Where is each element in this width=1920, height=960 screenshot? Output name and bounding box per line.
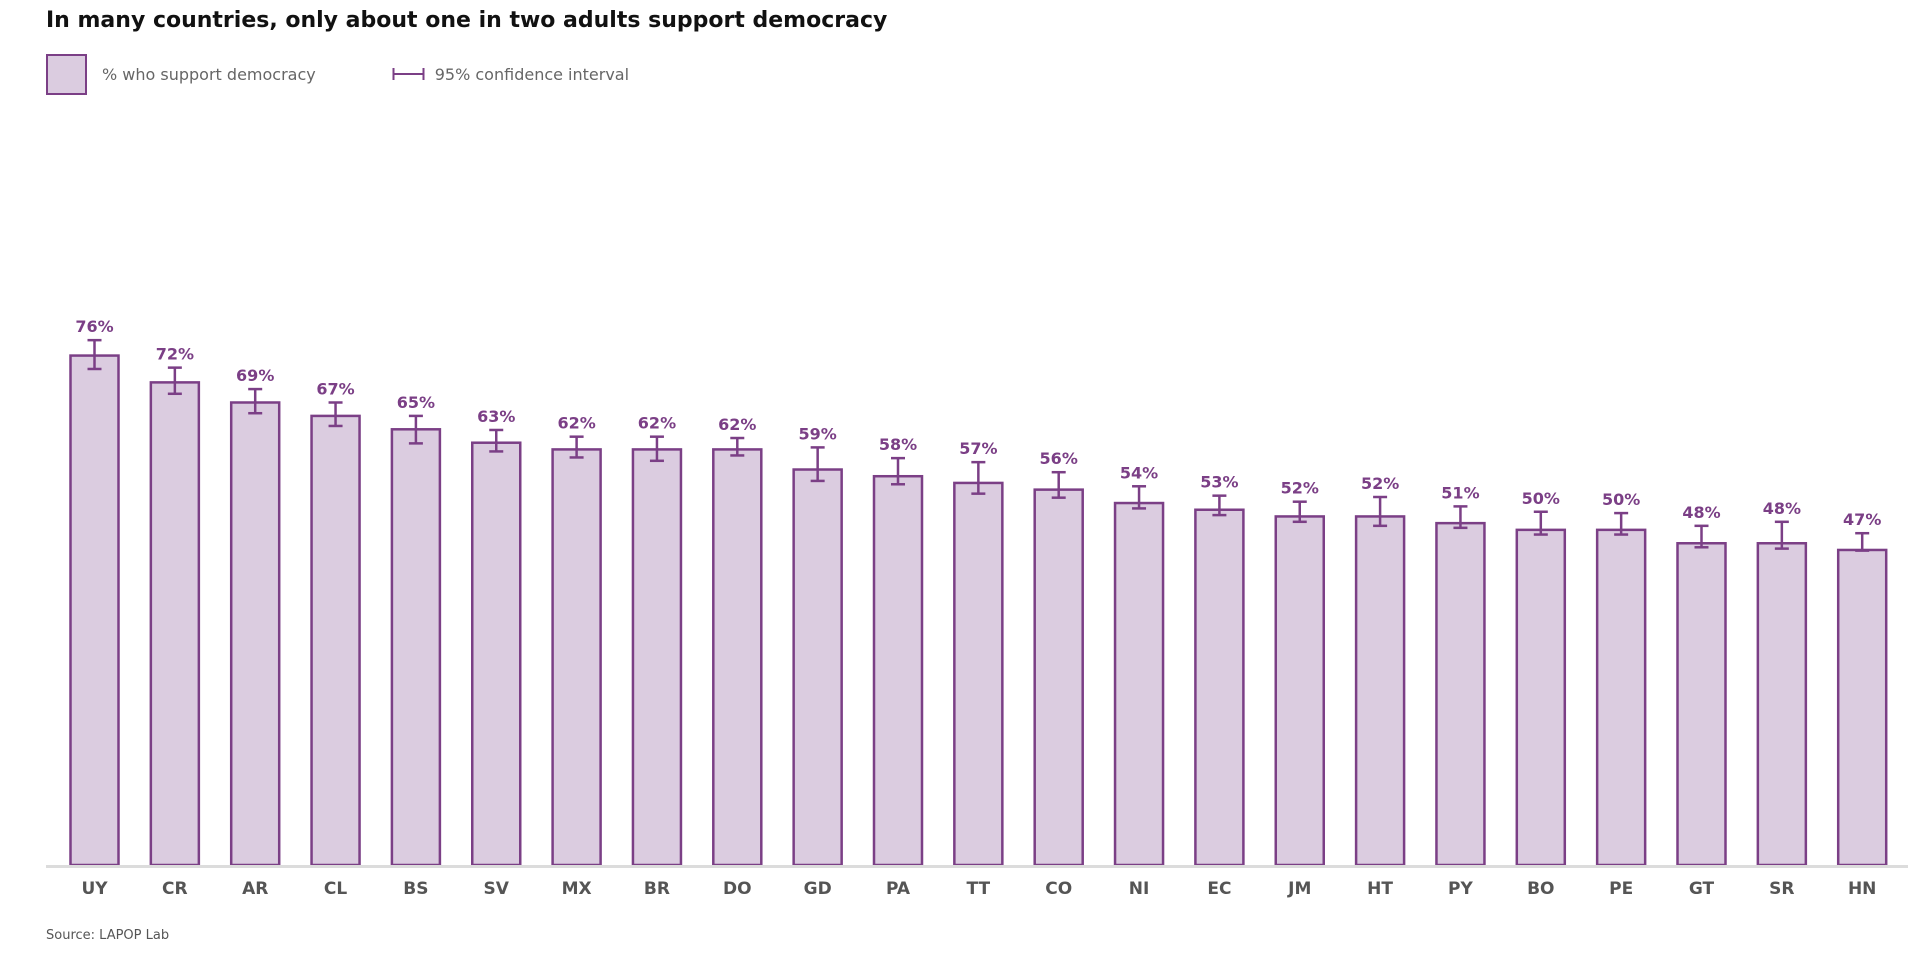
data-label-jm: 52% [1281, 479, 1319, 498]
bar-ar [229, 401, 281, 867]
bar-gt [1676, 542, 1727, 867]
data-label-bs: 65% [397, 393, 435, 412]
bar-mx [551, 448, 602, 867]
data-label-br: 62% [638, 414, 676, 433]
bar-pa [872, 474, 924, 867]
x-tick-label-bs: BS [403, 879, 428, 899]
bar-cl [310, 414, 361, 867]
legend-swatch-support [46, 53, 87, 95]
bar-uy [69, 354, 120, 867]
bar-co [1033, 488, 1084, 867]
bar-bs [390, 428, 442, 867]
x-tick-label-uy: UY [81, 879, 108, 899]
bar-sr [1756, 542, 1808, 867]
data-label-ec: 53% [1200, 473, 1238, 492]
bar-br [631, 448, 683, 867]
x-tick-label-br: BR [644, 879, 670, 899]
x-tick-label-pe: PE [1609, 879, 1633, 899]
data-label-pe: 50% [1602, 490, 1640, 509]
x-tick-label-cl: CL [324, 879, 347, 899]
x-tick-label-co: CO [1045, 879, 1072, 899]
data-label-gt: 48% [1682, 503, 1720, 522]
x-tick-label-tt: TT [967, 879, 991, 899]
bar-do [712, 448, 763, 867]
bar-py [1435, 521, 1486, 867]
data-label-bo: 50% [1522, 489, 1560, 508]
data-label-cr: 72% [156, 345, 194, 364]
data-label-tt: 57% [959, 439, 997, 458]
bar-hn [1836, 548, 1888, 867]
confidence-interval-icon [392, 68, 425, 80]
bar-jm [1274, 515, 1325, 867]
data-label-ht: 52% [1361, 474, 1399, 493]
x-tick-label-ec: EC [1207, 879, 1231, 899]
x-tick-label-hn: HN [1848, 879, 1876, 899]
data-label-mx: 62% [557, 414, 595, 433]
bar-gd [792, 468, 843, 867]
x-tick-label-ht: HT [1367, 879, 1393, 899]
bar-ni [1113, 501, 1165, 867]
x-tick-label-gd: GD [804, 879, 832, 899]
data-label-uy: 76% [75, 317, 113, 336]
x-tick-label-mx: MX [562, 879, 592, 899]
bar-pe [1595, 528, 1647, 867]
data-label-ni: 54% [1120, 463, 1158, 482]
data-label-gd: 59% [799, 424, 837, 443]
data-label-co: 56% [1040, 449, 1078, 468]
x-tick-label-pa: PA [886, 879, 911, 899]
x-tick-label-cr: CR [162, 879, 188, 899]
x-tick-label-bo: BO [1527, 879, 1554, 899]
data-label-do: 62% [718, 415, 756, 434]
chart-title: In many countries, only about one in two… [46, 8, 888, 33]
data-label-py: 51% [1441, 483, 1479, 502]
bar-cr [149, 381, 201, 867]
bar-sv [471, 441, 522, 867]
x-tick-label-py: PY [1448, 879, 1473, 899]
x-tick-label-ar: AR [242, 879, 268, 899]
x-tick-label-ni: NI [1129, 879, 1150, 899]
data-label-sr: 48% [1763, 499, 1801, 518]
data-label-sv: 63% [477, 407, 515, 426]
legend-label-support: % who support democracy [102, 64, 316, 84]
bar-ec [1194, 508, 1245, 867]
bar-tt [953, 481, 1004, 867]
legend-label-ci: 95% confidence interval [434, 64, 630, 84]
x-tick-label-gt: GT [1689, 879, 1715, 899]
data-label-cl: 67% [316, 379, 354, 398]
data-label-pa: 58% [879, 435, 917, 454]
data-label-hn: 47% [1843, 510, 1881, 529]
x-tick-label-jm: JM [1287, 879, 1311, 899]
legend: % who support democracy 95% confidence i… [46, 51, 629, 97]
source-note: Source: LAPOP Lab [46, 928, 170, 943]
bar-bo [1515, 528, 1567, 867]
x-tick-label-do: DO [723, 879, 752, 899]
x-tick-label-sv: SV [484, 879, 510, 899]
x-tick-label-sr: SR [1769, 879, 1794, 899]
bar-ht [1354, 515, 1406, 867]
data-label-ar: 69% [236, 366, 274, 385]
